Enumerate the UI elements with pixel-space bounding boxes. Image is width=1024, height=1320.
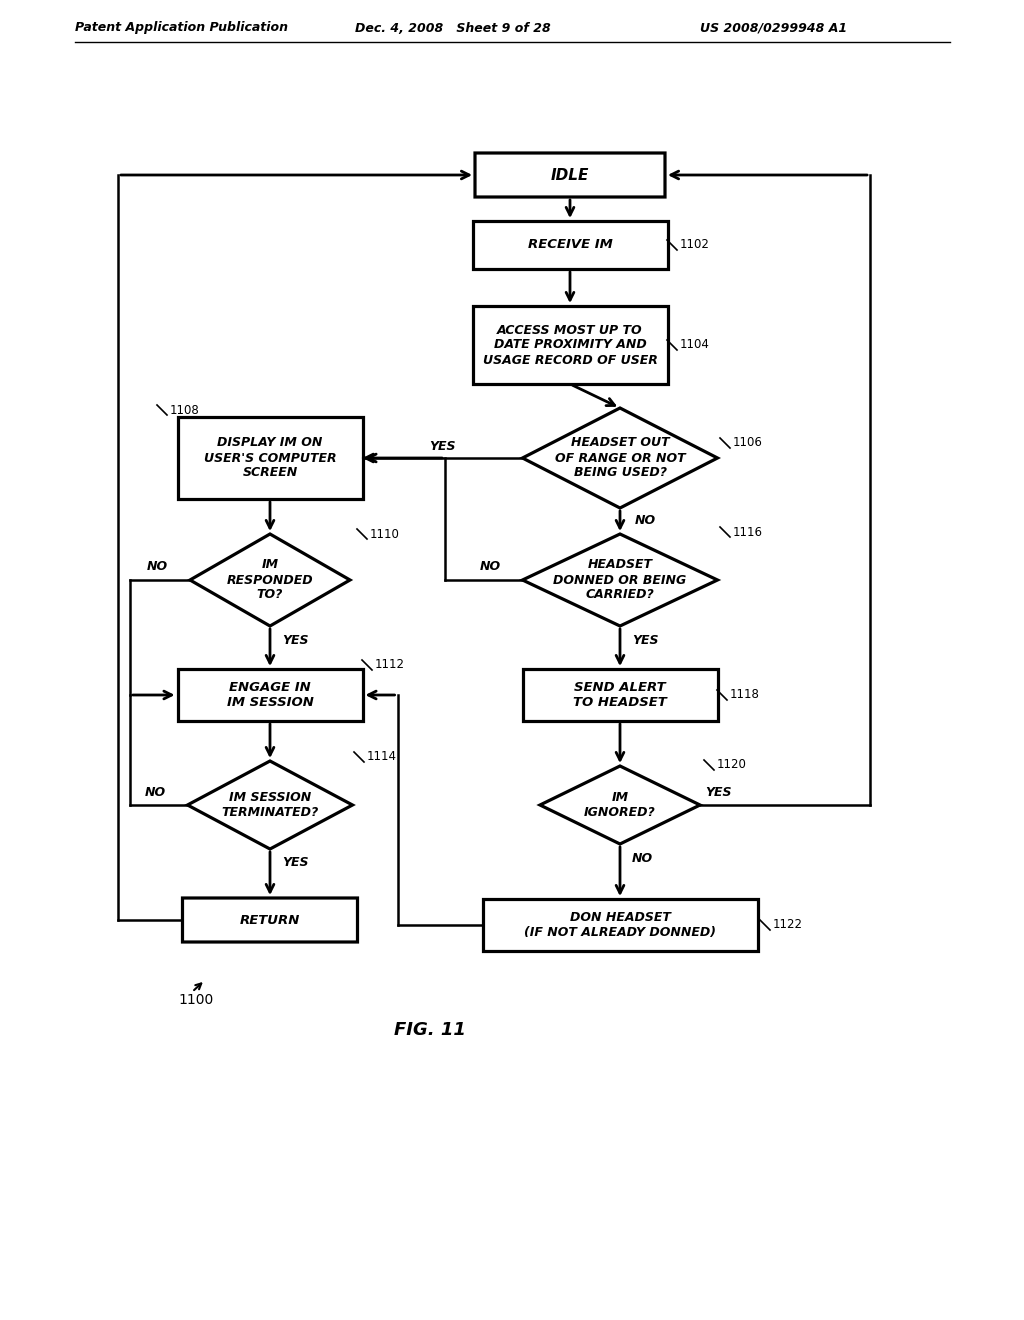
Polygon shape: [522, 535, 718, 626]
FancyBboxPatch shape: [475, 153, 665, 197]
Bar: [177, 417, 362, 499]
Text: 1120: 1120: [717, 759, 746, 771]
Text: 1106: 1106: [733, 437, 763, 450]
Text: FIG. 11: FIG. 11: [394, 1020, 466, 1039]
Text: RETURN: RETURN: [240, 913, 300, 927]
Text: DON HEADSET
(IF NOT ALREADY DONNED): DON HEADSET (IF NOT ALREADY DONNED): [524, 911, 716, 939]
Text: YES: YES: [429, 440, 456, 453]
Polygon shape: [522, 408, 718, 508]
Text: 1102: 1102: [680, 239, 710, 252]
Text: ACCESS MOST UP TO
DATE PROXIMITY AND
USAGE RECORD OF USER: ACCESS MOST UP TO DATE PROXIMITY AND USA…: [482, 323, 657, 367]
Text: YES: YES: [632, 634, 658, 647]
Text: 1100: 1100: [178, 993, 213, 1007]
Text: SEND ALERT
TO HEADSET: SEND ALERT TO HEADSET: [573, 681, 667, 709]
Bar: [472, 220, 668, 269]
Bar: [522, 669, 718, 721]
Text: Patent Application Publication: Patent Application Publication: [75, 21, 288, 34]
Text: NO: NO: [479, 561, 501, 573]
Bar: [482, 899, 758, 950]
Text: 1112: 1112: [375, 659, 406, 672]
Text: IM SESSION
TERMINATED?: IM SESSION TERMINATED?: [221, 791, 318, 818]
Text: ENGAGE IN
IM SESSION: ENGAGE IN IM SESSION: [226, 681, 313, 709]
Text: YES: YES: [705, 785, 731, 799]
Text: DISPLAY IM ON
USER'S COMPUTER
SCREEN: DISPLAY IM ON USER'S COMPUTER SCREEN: [204, 437, 336, 479]
Text: 1108: 1108: [170, 404, 200, 417]
Text: 1114: 1114: [367, 751, 397, 763]
Text: US 2008/0299948 A1: US 2008/0299948 A1: [700, 21, 847, 34]
Polygon shape: [190, 535, 350, 626]
Text: RECEIVE IM: RECEIVE IM: [527, 239, 612, 252]
Text: NO: NO: [146, 561, 168, 573]
Text: HEADSET OUT
OF RANGE OR NOT
BEING USED?: HEADSET OUT OF RANGE OR NOT BEING USED?: [555, 437, 685, 479]
Text: NO: NO: [632, 851, 653, 865]
Text: 1118: 1118: [730, 689, 760, 701]
Text: IM
IGNORED?: IM IGNORED?: [584, 791, 656, 818]
Text: YES: YES: [282, 857, 308, 870]
Text: NO: NO: [635, 515, 656, 528]
Text: 1104: 1104: [680, 338, 710, 351]
Text: YES: YES: [282, 634, 308, 647]
Text: IDLE: IDLE: [551, 168, 589, 182]
Polygon shape: [540, 766, 700, 843]
Text: 1122: 1122: [773, 919, 803, 932]
FancyBboxPatch shape: [182, 898, 357, 942]
Text: NO: NO: [144, 785, 166, 799]
Text: IM
RESPONDED
TO?: IM RESPONDED TO?: [226, 558, 313, 602]
Text: HEADSET
DONNED OR BEING
CARRIED?: HEADSET DONNED OR BEING CARRIED?: [553, 558, 687, 602]
Text: 1110: 1110: [370, 528, 400, 540]
Text: Dec. 4, 2008   Sheet 9 of 28: Dec. 4, 2008 Sheet 9 of 28: [355, 21, 551, 34]
Bar: [472, 306, 668, 384]
Polygon shape: [187, 762, 352, 849]
Text: 1116: 1116: [733, 525, 763, 539]
Bar: [177, 669, 362, 721]
